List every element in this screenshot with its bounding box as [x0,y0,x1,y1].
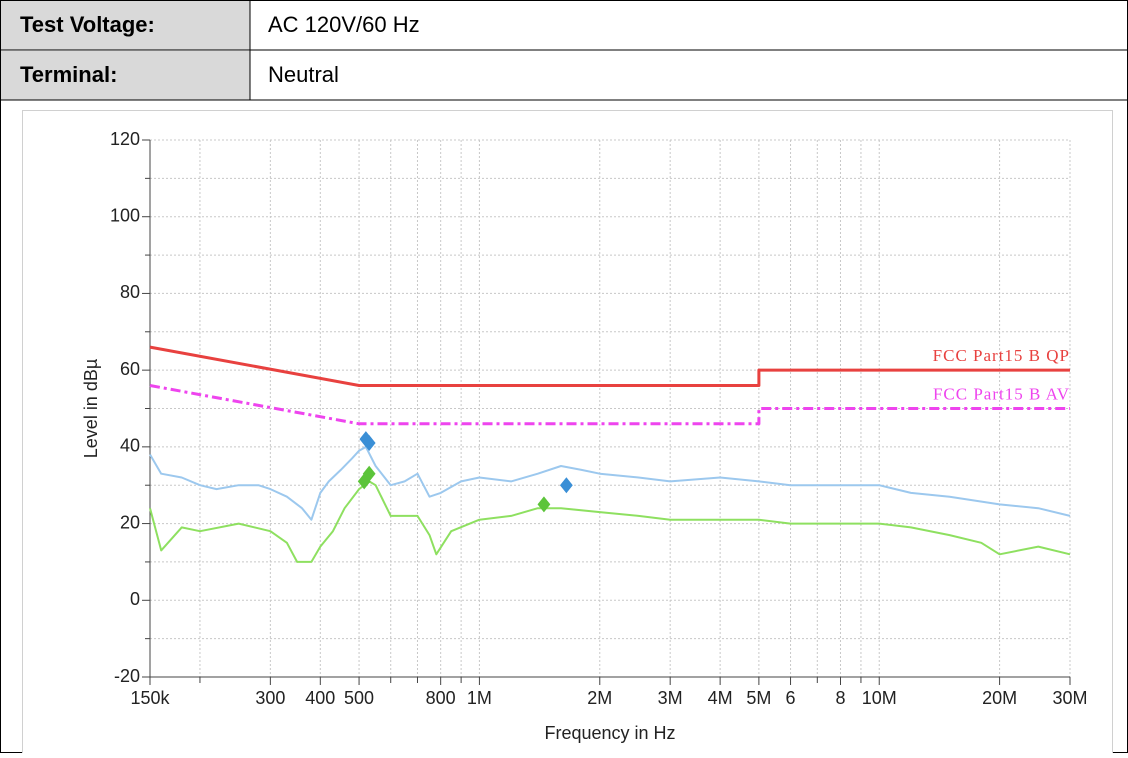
chart-panel [22,110,1113,758]
x-tick-label: 8 [835,688,845,708]
marker [559,477,573,494]
marker [537,496,551,513]
row-value: Neutral [268,62,339,87]
y-tick-label: 100 [110,205,140,225]
line-series [149,384,1070,426]
x-tick-label: 150k [130,688,170,708]
x-tick-label: 30M [1052,688,1087,708]
x-tick-label: 3M [658,688,683,708]
line-series [149,480,1071,563]
x-tick-label: 300 [255,688,285,708]
x-tick-label: 20M [982,688,1017,708]
y-axis-label: Level in dBµ [81,359,101,458]
marker [362,435,376,452]
row-label: Terminal: [20,62,117,87]
x-axis-label: Frequency in Hz [544,723,675,743]
x-tick-label: 500 [344,688,374,708]
line-series [149,445,1071,521]
y-tick-label: 20 [120,512,140,532]
x-tick-label: 6 [786,688,796,708]
x-tick-label: 400 [305,688,335,708]
line-label: FCC Part15 B QP [933,346,1070,365]
line-label: FCC Part15 B AV [933,384,1070,403]
x-tick-label: 4M [708,688,733,708]
y-tick-label: 0 [130,589,140,609]
line-series [149,345,1070,387]
x-tick-label: 2M [587,688,612,708]
label-cell [1,1,250,50]
row-label: Test Voltage: [20,12,155,37]
y-tick-label: 80 [120,282,140,302]
y-tick-label: 120 [110,129,140,149]
y-tick-label: 60 [120,359,140,379]
x-tick-label: 800 [426,688,456,708]
x-tick-label: 1M [467,688,492,708]
marker [362,465,376,482]
y-tick-label: -20 [114,666,140,686]
y-tick-label: 40 [120,436,140,456]
label-cell [1,51,250,100]
row-value: AC 120V/60 Hz [268,12,420,37]
x-tick-label: 5M [746,688,771,708]
x-tick-label: 10M [862,688,897,708]
chart: -20 0 20 40 60 80 100 120 150k 300 400 500 800 1M 2M 3M… [81,129,1088,743]
